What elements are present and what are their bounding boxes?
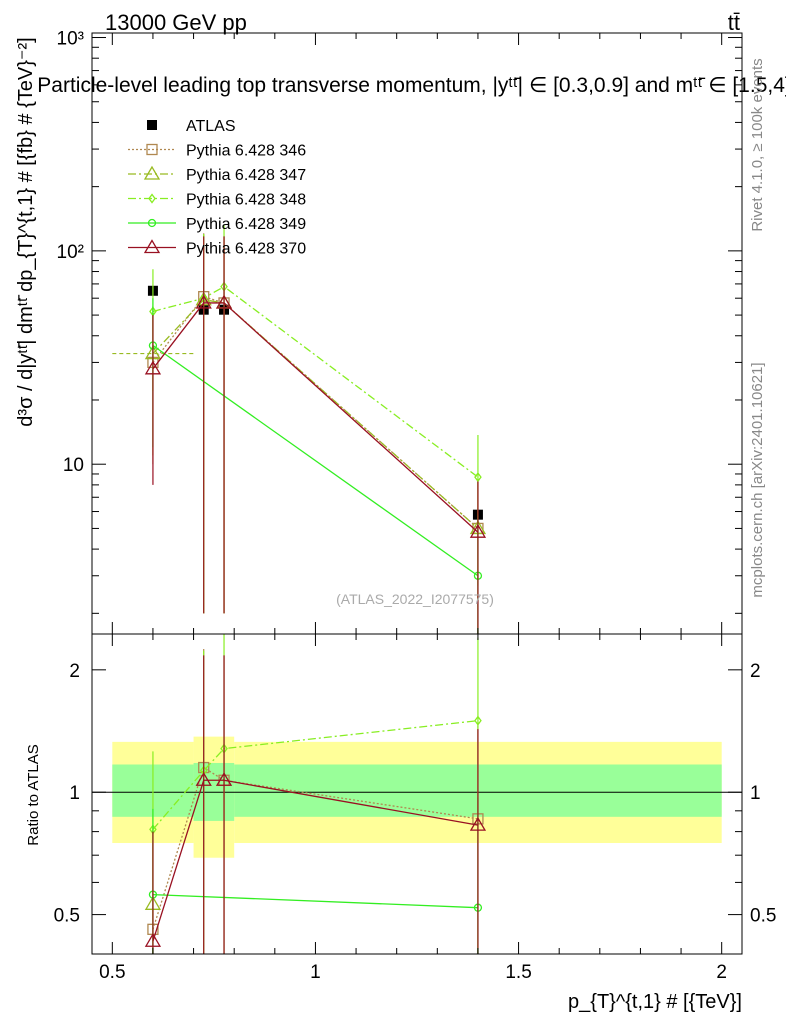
series-pythia-6-428-370 [144,655,487,954]
data-point [144,360,162,375]
series-line [152,779,479,942]
y-tick-label: 10² [57,242,84,263]
series-atlas [147,285,483,520]
main-panel-series [112,224,487,634]
legend-label: Pythia 6.428 370 [186,241,306,258]
chart-title: Particle-level leading top transverse mo… [37,74,786,97]
legend-label: ATLAS [186,118,236,135]
legend-marker [143,165,161,180]
y-tick-label: 2 [69,661,80,682]
x-tick-label: 1.5 [505,962,531,983]
main-panel-axes: 10 10² 10³ [57,29,742,634]
legend-entry: Pythia 6.428 370 [128,239,306,258]
x-tick-label: 0.5 [99,962,125,983]
legend-entry: Pythia 6.428 347 [128,165,306,184]
y-tick-label-right: 1 [750,783,761,804]
legend-label: Pythia 6.428 349 [186,216,306,233]
series-pythia-6-428-349 [148,298,483,634]
legend: ATLAS Pythia 6.428 346 Pythia 6.428 347 Pyt… [128,118,306,258]
legend-entry: Pythia 6.428 346 [128,143,306,160]
data-point [474,715,482,726]
process-label: tt̄ [728,10,740,35]
series-line [152,302,479,533]
legend-marker [147,218,157,228]
series-line [152,766,479,930]
legend-label: Pythia 6.428 347 [186,167,306,184]
ratio-panel-series [144,634,487,954]
legend-marker [146,143,158,156]
series-line [152,299,479,529]
energy-label: 13000 GeV pp [105,10,247,35]
legend-marker [143,239,161,254]
data-point [469,816,487,831]
y-tick-label-right: 2 [750,661,761,682]
series-line [152,893,478,909]
data-point [215,771,233,786]
data-point [474,472,482,483]
data-point [469,523,487,538]
main-y-axis-label: d³σ / d|yᵗᵗ̄| dmᵗᵗ̄ dp_{T}^{t,1} # [{fb}… [15,37,37,426]
legend-entry: ATLAS [147,118,236,135]
legend-label: Pythia 6.428 348 [186,192,306,209]
ratio-y-axis-label: Ratio to ATLAS [25,744,42,845]
legend-marker [148,193,156,204]
analysis-watermark: (ATLAS_2022_I2077575) [336,591,494,607]
series-line [152,719,479,830]
y-tick-label: 10 [63,455,84,476]
mcplots-source-label: mcplots.cern.ch [arXiv:2401.10621] [749,362,766,597]
x-tick-label: 2 [716,962,727,983]
series-pythia-6-428-347 [112,234,487,634]
data-point [144,932,162,947]
y-tick-label: 10³ [57,29,84,50]
series-line [152,344,479,577]
ratio-panel-axes: 0.5 1 1.5 2 0.5 0.5 1 1 2 2 [54,634,776,983]
x-tick-label: 1 [310,962,321,983]
legend-label: Pythia 6.428 346 [186,143,306,160]
series-pythia-6-428-346 [147,233,484,634]
series-pythia-6-428-370 [144,236,487,634]
data-point [215,294,233,309]
ratio-panel-frame [91,633,743,955]
data-point [195,771,212,786]
series-line [152,295,479,529]
data-point [195,294,212,309]
rivet-version-label: Rivet 4.1.0, ≥ 100k events [749,58,766,231]
legend-marker [147,120,157,130]
series-line [152,285,479,478]
y-tick-label: 0.5 [54,906,80,927]
x-axis-label: p_{T}^{t,1} # [{TeV}] [568,991,742,1013]
legend-entry: Pythia 6.428 348 [128,192,306,209]
y-tick-label-right: 0.5 [750,906,776,927]
y-tick-label: 1 [69,783,80,804]
legend-entry: Pythia 6.428 349 [128,216,306,233]
series-pythia-6-428-348 [149,224,482,614]
